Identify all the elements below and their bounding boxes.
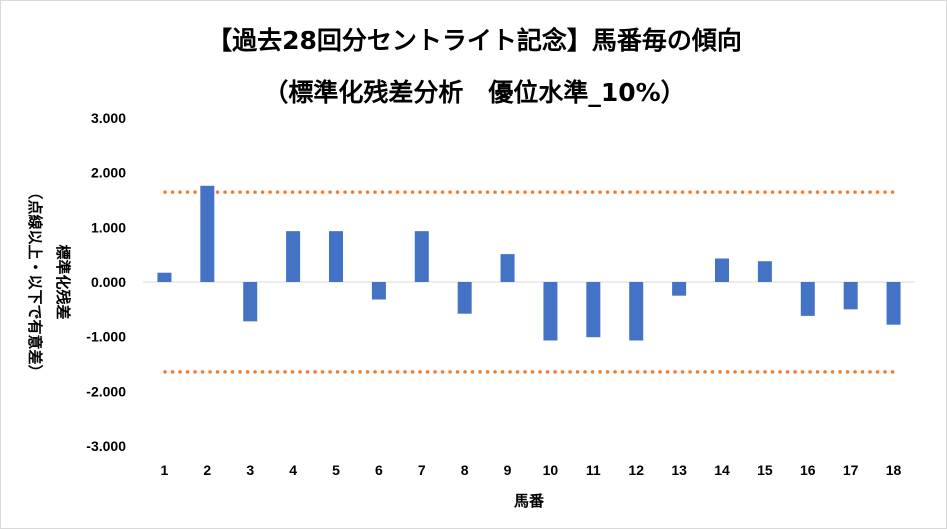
bar [500, 254, 515, 282]
x-tick-label: 9 [504, 462, 512, 478]
x-tick-label: 15 [757, 462, 773, 478]
bar [457, 282, 472, 314]
y-axis-label: 標準化残差 [54, 244, 72, 319]
y-tick-label: 0.000 [91, 274, 126, 290]
x-axis-label: 馬番 [514, 492, 545, 510]
x-tick-label: 5 [332, 462, 340, 478]
y-tick-label: 2.000 [91, 165, 126, 181]
bar [200, 185, 215, 282]
y-tick-label: 1.000 [91, 219, 126, 235]
x-tick-label: 6 [375, 462, 383, 478]
bar [757, 261, 772, 282]
bar [672, 282, 687, 296]
x-tick-label: 11 [586, 462, 601, 478]
x-tick-label: 2 [203, 462, 211, 478]
y-tick-label: -1.000 [86, 329, 126, 345]
x-tick-label: 16 [800, 462, 816, 478]
bar [886, 282, 901, 325]
x-tick-label: 10 [543, 462, 559, 478]
bar [329, 231, 343, 282]
y-axis-sublabel: （点線以上・以下で有意差） [26, 184, 44, 379]
y-tick-label: -3.000 [86, 438, 126, 454]
x-tick-label: 3 [246, 462, 254, 478]
bar [715, 258, 729, 282]
x-tick-label: 4 [289, 462, 297, 478]
y-tick-label: 3.000 [91, 110, 126, 126]
x-tick-label: 18 [886, 462, 902, 478]
bar [243, 282, 258, 322]
x-tick-label: 8 [461, 462, 469, 478]
bar [286, 231, 301, 282]
bar [800, 282, 815, 316]
bar [629, 282, 644, 341]
bar [371, 282, 386, 300]
bar [586, 282, 601, 338]
y-tick-label: -2.000 [86, 383, 126, 399]
chart-title: 【過去28回分セントライト記念】馬番毎の傾向 [207, 26, 742, 55]
bar [414, 231, 429, 282]
x-tick-label: 13 [671, 462, 687, 478]
x-tick-label: 1 [161, 462, 169, 478]
x-tick-label: 7 [418, 462, 426, 478]
bar [543, 282, 558, 341]
x-tick-label: 14 [714, 462, 730, 478]
x-tick-label: 12 [628, 462, 644, 478]
bar [843, 282, 858, 310]
bar [157, 272, 172, 282]
chart-subtitle: （標準化残差分析 優位水準_10%） [263, 78, 686, 107]
x-tick-label: 17 [843, 462, 859, 478]
